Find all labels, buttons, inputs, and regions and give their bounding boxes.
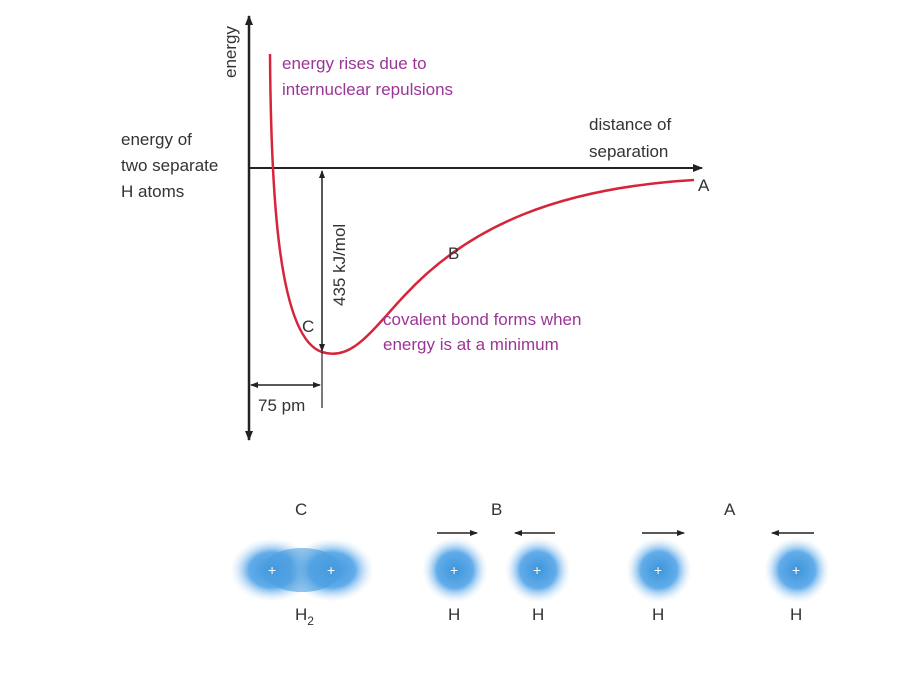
nucleus-charge: +: [450, 562, 458, 578]
molecule-label: B: [491, 500, 502, 519]
atom-name: H: [652, 605, 664, 624]
molecule-name: H2: [295, 605, 314, 628]
bond-energy: 435 kJ/mol: [330, 224, 349, 306]
molecule-label: C: [295, 500, 307, 519]
repulsion-note: internuclear repulsions: [282, 80, 453, 99]
point-label: C: [302, 317, 314, 336]
nucleus-charge: +: [533, 562, 541, 578]
atom-name: H: [532, 605, 544, 624]
point-label: A: [698, 176, 710, 195]
reference-label: two separate: [121, 156, 218, 175]
bond-length: 75 pm: [258, 396, 305, 415]
atom-cloud: [764, 537, 830, 603]
energy-curve: [268, 53, 695, 355]
reference-label: H atoms: [121, 182, 184, 201]
atom-cloud: [626, 537, 692, 603]
subscript: 2: [307, 614, 314, 628]
bond-cloud: [262, 548, 342, 592]
x-axis-label: separation: [589, 142, 668, 161]
atom-name: H: [448, 605, 460, 624]
minimum-note: energy is at a minimum: [383, 335, 559, 354]
x-axis-label: distance of: [589, 115, 671, 134]
nucleus-charge: +: [327, 562, 335, 578]
atom-cloud: [422, 537, 488, 603]
atom-name: H: [790, 605, 802, 624]
molecule-label: A: [724, 500, 736, 519]
element: H: [295, 605, 307, 624]
nucleus-charge: +: [268, 562, 276, 578]
nucleus-charge: +: [792, 562, 800, 578]
y-axis-label: energy: [221, 26, 240, 78]
nucleus-charge: +: [654, 562, 662, 578]
minimum-note: covalent bond forms when: [383, 310, 581, 329]
repulsion-note: energy rises due to: [282, 54, 427, 73]
reference-label: energy of: [121, 130, 192, 149]
atom-cloud: [505, 537, 571, 603]
point-label: B: [448, 244, 459, 263]
